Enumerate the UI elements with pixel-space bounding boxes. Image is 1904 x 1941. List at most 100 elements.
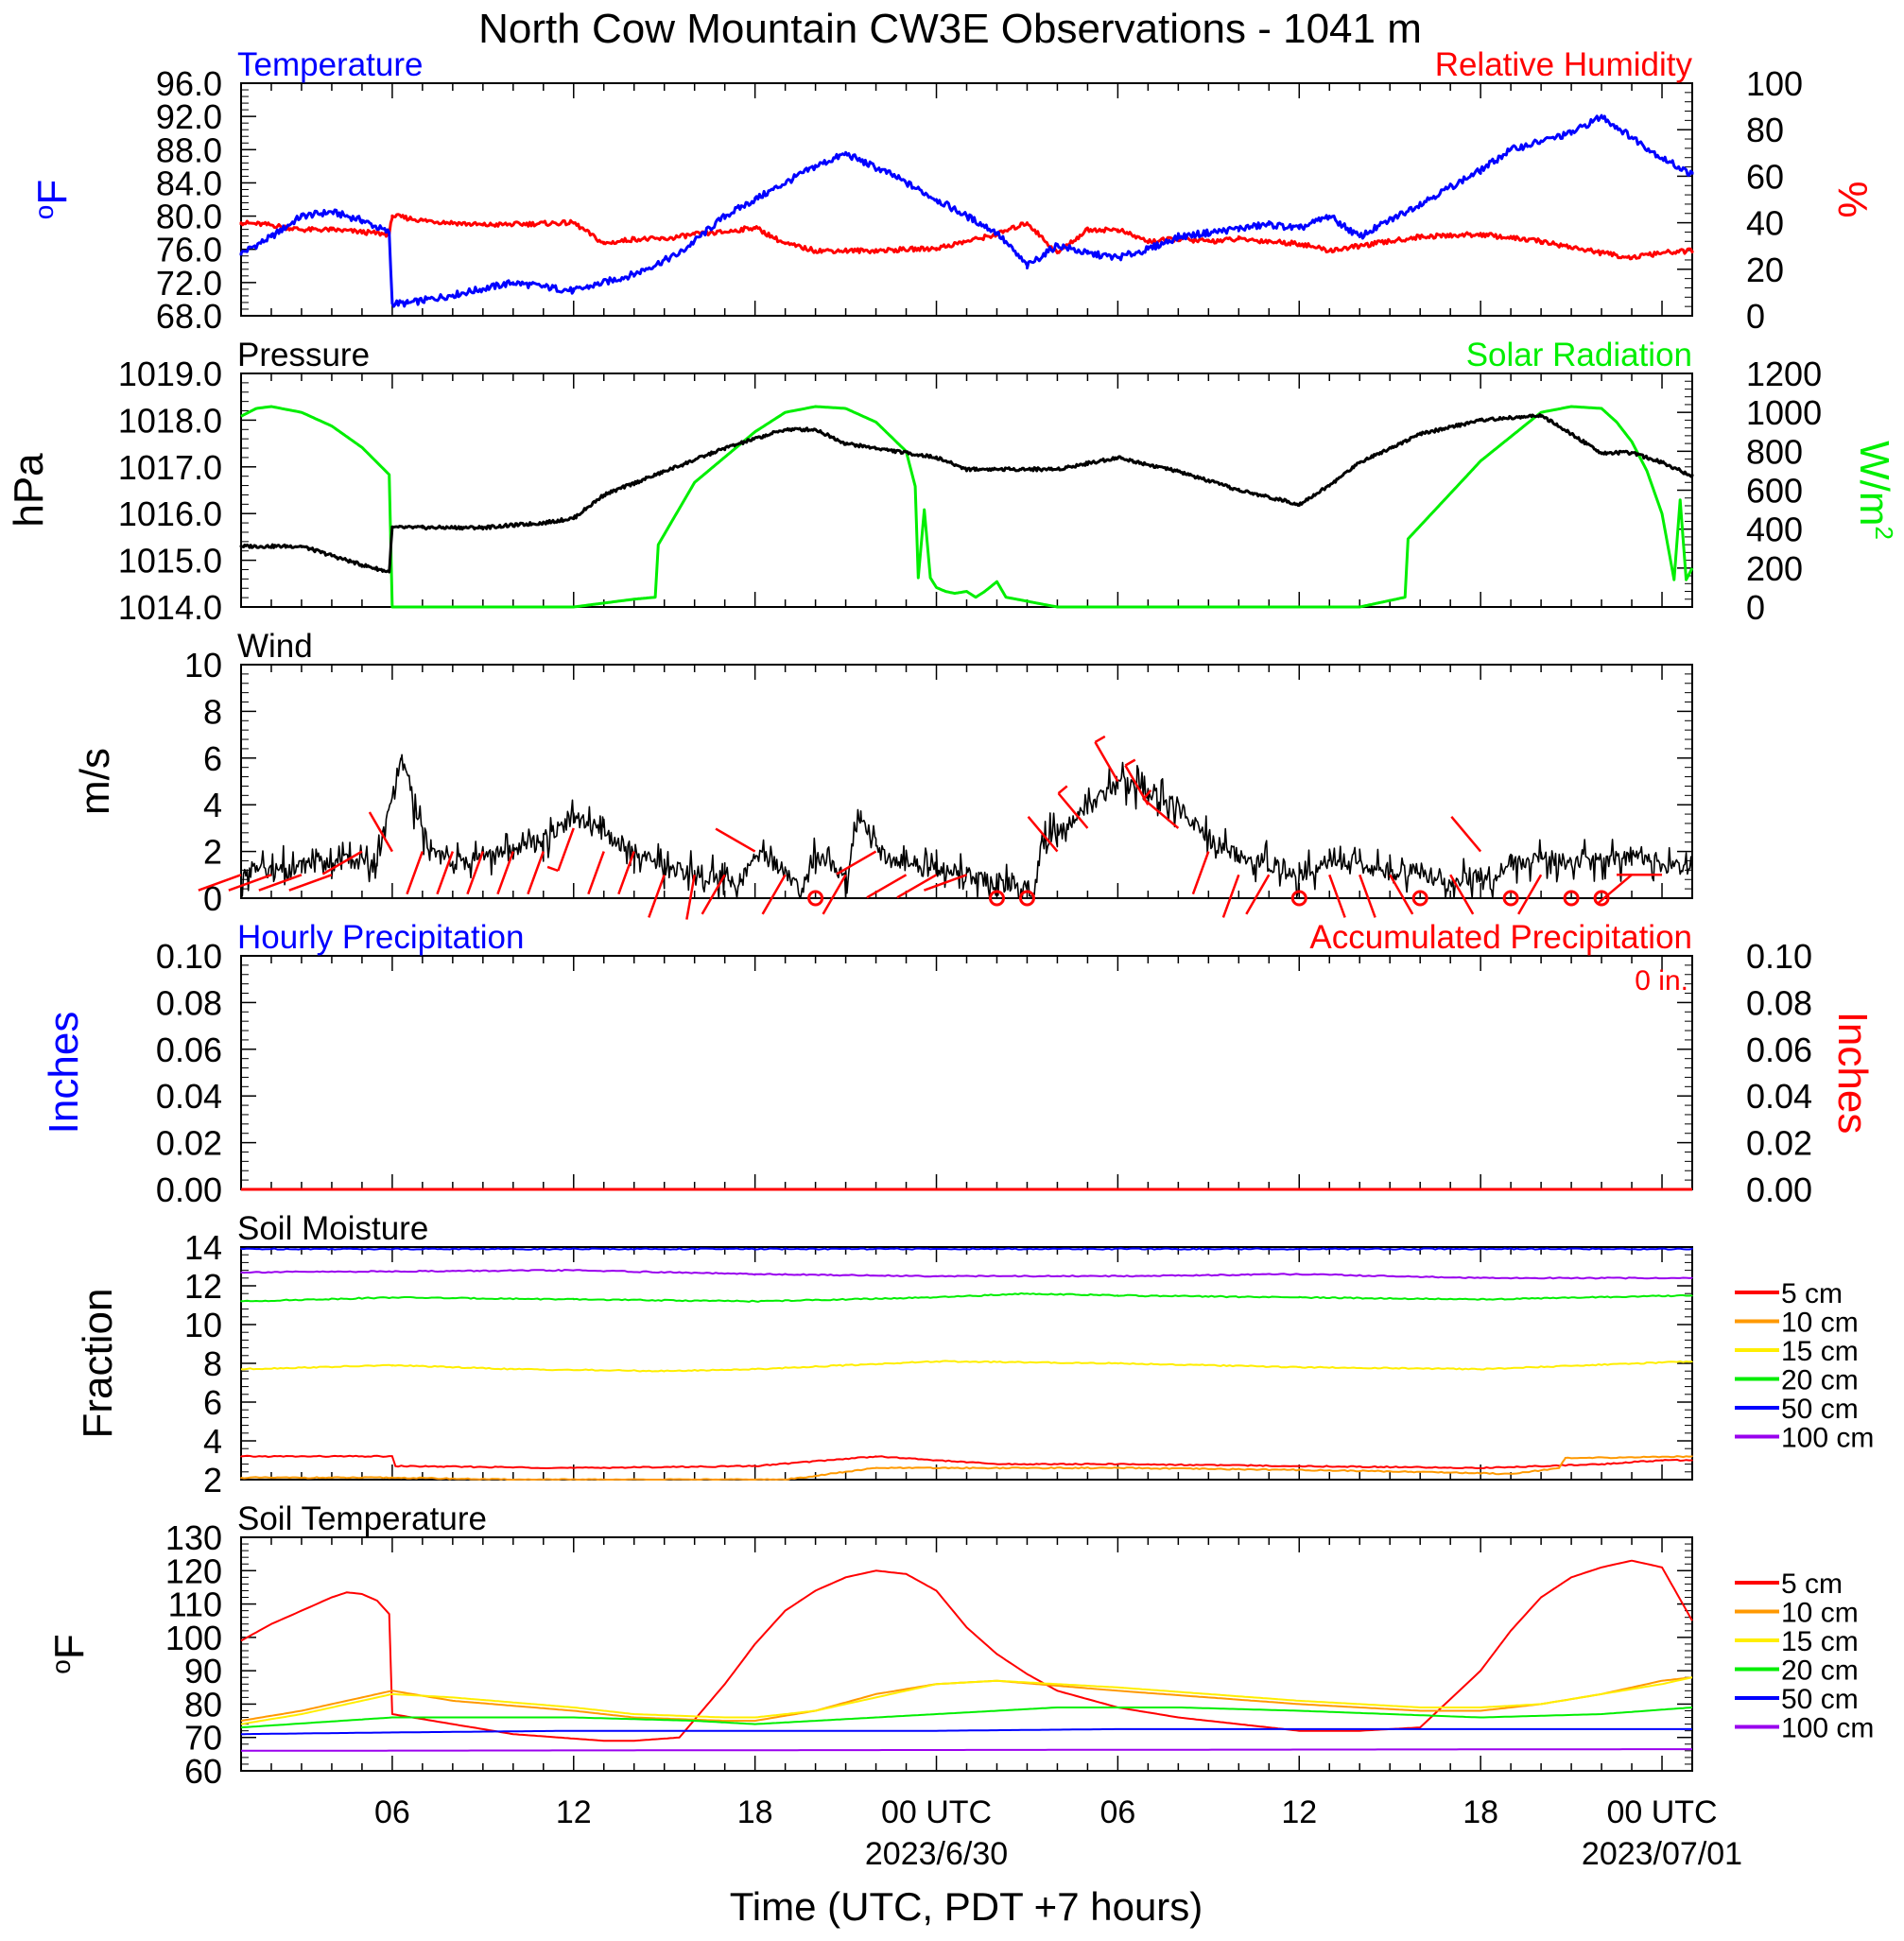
y-tick-label-right: 100 [1746,64,1803,103]
y-tick-label: 130 [165,1518,222,1557]
wind-barb [1142,798,1180,829]
panel-wind: 10 8 6 4 2 0 Wind m/s [72,628,1693,920]
legend-label: 20 cm [1781,1365,1859,1396]
y-tick-label-right: 800 [1746,432,1803,471]
wind-barb [1191,851,1210,895]
y-tick-label: 8 [203,692,222,731]
series-soil-moisture-1 [240,1454,1693,1469]
wind-barb [557,827,575,872]
series-soil-moisture-6 [240,1269,1693,1280]
y-tick-label: 4 [203,786,222,824]
wind-barb-flag [1094,735,1106,744]
y-tick-label-right: 200 [1746,549,1803,588]
wind-barb [715,827,756,853]
y-tick-label: 68.0 [156,297,222,336]
series-soil-temperature-6 [241,1748,1692,1752]
y-tick-label: 110 [168,1586,222,1624]
legend-label: 50 cm [1781,1684,1859,1715]
y-tick-label: 1015.0 [118,542,222,581]
y-tick-label: 2 [203,1461,222,1499]
series-relative-humidity [239,213,1694,261]
x-axis: Time (UTC, PDT +7 hours) 06 12 18 00 UTC 06 1… [374,1794,1742,1929]
panel-frame [240,1246,1693,1481]
wind-barb [496,851,514,895]
y-axis-label: Fraction [75,1289,121,1439]
wind-barb-flag [1057,785,1068,795]
y-axis-label-right: W/m2 [1851,441,1898,540]
panel-frame [240,1536,1693,1772]
x-tick-label: 00 UTC [1606,1794,1717,1830]
wind-barb [896,874,938,899]
y-tick-label: 0.02 [156,1124,222,1163]
wind-barb [685,875,696,920]
legend-label: 100 cm [1781,1423,1874,1454]
y-tick-label-right: 1000 [1746,393,1822,432]
x-tick-label: 00 UTC [881,1794,992,1830]
legend-label: 15 cm [1781,1626,1859,1657]
y-axis-label: oF [46,1634,93,1673]
wind-barb-calm [1593,890,1610,907]
wind-barb-calm [1502,890,1519,907]
panels: 96.092.088.084.080.076.072.068.010080604… [6,46,1898,1791]
wind-barb [1359,874,1376,918]
wind-barb [1057,792,1089,829]
wind-barb [436,851,455,895]
y-tick-label: 4 [203,1422,222,1461]
panel-title: Soil Temperature [237,1500,487,1537]
wind-barb [1449,874,1475,915]
y-tick-label: 1016.0 [118,494,222,533]
x-tick-label: 06 [1099,1794,1135,1830]
panel-title: Soil Moisture [237,1210,428,1247]
series-soil-temperature-4 [240,1707,1693,1729]
panel-title: Pressure [237,337,370,373]
legend-label: 50 cm [1781,1394,1859,1425]
y-axis-label: oF [29,180,76,219]
y-tick-label: 0.06 [156,1031,222,1069]
y-axis-label-right: Inches [1829,1012,1876,1135]
wind-barb-flag [1142,789,1152,800]
panel-title: Wind [237,628,313,665]
wind-barb-calm [1563,890,1580,907]
y-axis-label: hPa [6,453,52,528]
wind-barb [701,874,726,915]
y-axis-label: Inches [41,1012,87,1135]
wind-barb [288,874,333,892]
y-tick-label: 80 [184,1685,222,1724]
wind-barb [866,874,908,899]
series-soil-temperature-2 [240,1676,1693,1723]
series-soil-temperature-5 [241,1727,1692,1736]
y-tick-label: 10 [184,1306,222,1344]
legend-label: 100 cm [1781,1713,1874,1744]
wind-barb [198,874,242,892]
wind-barb [228,874,272,892]
panel-frame [240,82,1693,317]
series-soil-moisture-5 [240,1247,1693,1251]
series-temperature [239,113,1694,308]
wind-barb [836,850,877,875]
y-tick-label-right: 400 [1746,511,1803,549]
y-tick-label: 120 [165,1551,222,1590]
y-tick-label-right: 60 [1746,157,1784,196]
legend-label: 15 cm [1781,1336,1859,1367]
y-tick-label-right: 0.08 [1746,983,1812,1022]
y-tick-label: 1017.0 [118,448,222,487]
panel-title-right: Relative Humidity [1435,46,1693,83]
panel-title: Temperature [237,46,423,83]
x-tick-label: 12 [1281,1794,1317,1830]
y-tick-label: 96.0 [156,64,222,103]
series-soil-temperature-3 [240,1676,1693,1725]
wind-barb [466,851,485,895]
wind-barb [1094,741,1119,783]
y-tick-label: 1014.0 [118,588,222,627]
y-tick-label: 12 [184,1267,222,1306]
wind-barb [587,851,605,895]
wind-barb [648,874,666,918]
wind-barb [923,874,967,892]
y-tick-label: 70 [184,1719,222,1758]
y-tick-label-right: 40 [1746,204,1784,243]
y-tick-label-right: 20 [1746,251,1784,289]
y-tick-label: 0 [203,879,222,918]
wind-barb [527,851,545,895]
x-axis-label: Time (UTC, PDT +7 hours) [730,1884,1203,1929]
